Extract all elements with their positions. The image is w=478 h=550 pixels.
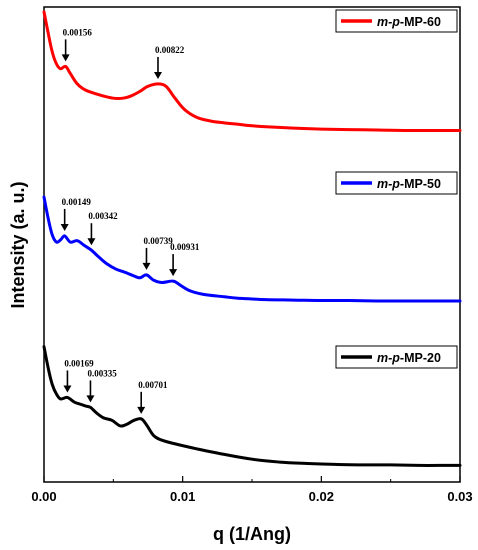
legend-box [335,345,458,369]
peak-label: 0.00169 [64,358,94,368]
series-line [42,345,462,467]
peak-arrow-head [87,238,96,246]
annotation-layer: 0.00156 0.00822 0.00149 0.00342 0.007390.009… [60,27,200,414]
peak-label: 0.00822 [155,45,185,55]
series-line [42,195,462,303]
peak-arrow-head [60,223,69,231]
legend-item: m-p-MP-50 [335,171,458,195]
x-tick-label: 0.00 [31,489,56,504]
peak-arrow-head [137,406,146,414]
peak-arrow-head [169,269,178,277]
peak-annotation: 0.00931 [169,242,200,277]
peak-annotation: 0.00156 [61,27,93,62]
legend-item: m-p-MP-20 [335,345,458,369]
peak-arrow-head [63,385,72,393]
peak-annotation: 0.00342 [87,211,118,246]
peak-annotation: 0.00149 [60,197,92,231]
peak-label: 0.00149 [62,197,92,207]
peak-label: 0.00335 [87,368,117,378]
peak-label: 0.00739 [143,236,173,246]
x-axis-ticks: 0.00 0.01 0.02 0.03 [31,476,473,504]
peak-label: 0.00156 [63,27,93,37]
legend-item: m-p-MP-60 [335,9,458,33]
legend-label: m-p-MP-50 [377,177,441,191]
legend-label: m-p-MP-20 [377,351,441,365]
peak-arrow-head [153,71,162,79]
peak-label: 0.00701 [138,380,168,390]
x-tick-label: 0.01 [170,489,195,504]
series-layer [42,10,462,467]
peak-arrow-head [142,262,151,270]
peak-arrow-head [86,395,95,403]
y-axis-title: Intensity (a. u.) [8,181,28,308]
legend-label: m-p-MP-60 [377,15,441,29]
x-axis-title: q (1/Ang) [213,524,291,544]
peak-annotation: 0.00701 [137,380,168,414]
plot-frame [43,6,461,483]
x-tick-label: 0.02 [309,489,334,504]
peak-annotation: 0.00822 [153,45,185,79]
peak-annotation: 0.00335 [86,368,117,403]
series-line [42,10,462,133]
legend-box [335,9,458,33]
peak-label: 0.00931 [170,242,200,252]
peak-arrow-head [61,54,70,62]
peak-annotation: 0.00739 [142,236,173,270]
peak-annotation: 0.00169 [63,358,94,393]
legend-layer: m-p-MP-60 m-p-MP-50 m-p-MP-20 [335,9,458,369]
peak-label: 0.00342 [88,211,118,221]
x-tick-label: 0.03 [447,489,472,504]
legend-box [335,171,458,195]
